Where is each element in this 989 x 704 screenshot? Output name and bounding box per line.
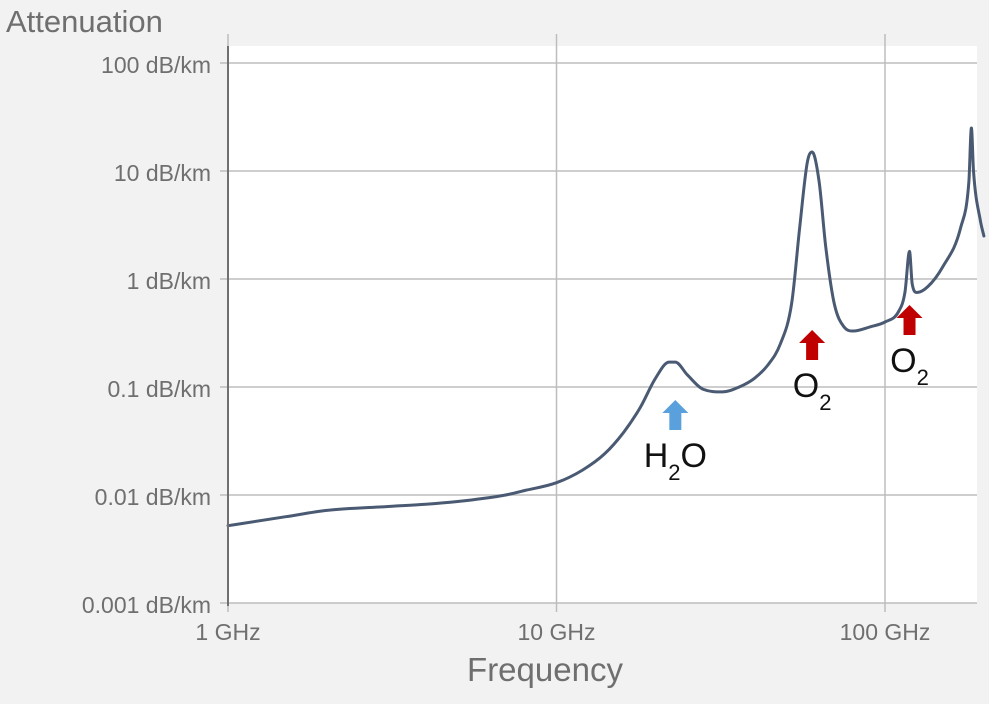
tick-labels: 0.001 dB/km 0.01 dB/km 0.1 dB/km 1 dB/km 10 … xyxy=(82,52,931,645)
x-axis-title: Frequency xyxy=(467,651,623,688)
y-axis-title: Attenuation xyxy=(6,4,163,39)
y-tick-label: 10 dB/km xyxy=(114,160,211,186)
y-tick-label: 0.1 dB/km xyxy=(107,376,211,402)
x-tick-label: 100 GHz xyxy=(840,619,931,645)
annotations: H2O O2 O2 xyxy=(644,305,929,485)
absorption-annotation: O2 xyxy=(793,330,832,415)
y-tick-label: 100 dB/km xyxy=(101,52,211,78)
y-tick-label: 0.01 dB/km xyxy=(95,484,211,510)
y-tick-label: 1 dB/km xyxy=(127,268,211,294)
y-tick-label: 0.001 dB/km xyxy=(82,592,211,618)
absorption-annotation: H2O xyxy=(644,400,707,485)
attenuation-curve xyxy=(226,126,986,528)
x-tick-label: 1 GHz xyxy=(195,619,260,645)
molecule-label: O2 xyxy=(793,367,832,415)
molecule-label: H2O xyxy=(644,437,707,485)
molecule-label: O2 xyxy=(890,342,929,390)
arrow-up-icon xyxy=(799,330,826,360)
absorption-annotation: O2 xyxy=(890,305,929,390)
x-tick-label: 10 GHz xyxy=(518,619,596,645)
plot-background xyxy=(228,46,977,603)
arrow-up-icon xyxy=(662,400,689,430)
arrow-up-icon xyxy=(896,305,923,335)
